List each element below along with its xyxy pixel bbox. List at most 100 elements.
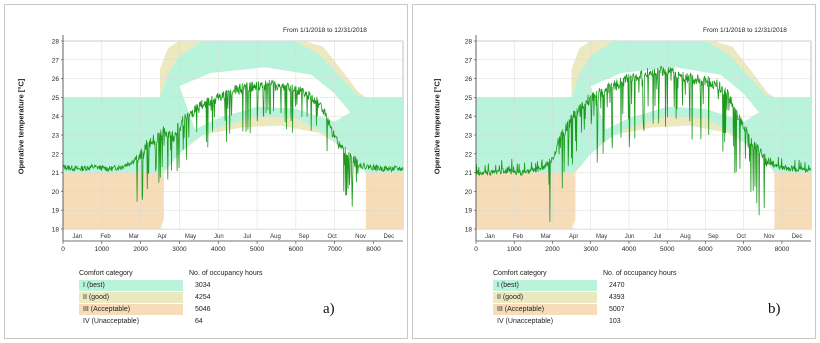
x-tick-label: 8000: [775, 246, 790, 253]
y-tick-label: 24: [52, 114, 60, 121]
month-tick-label: Jan: [72, 234, 82, 240]
y-tick-label: 24: [465, 114, 473, 121]
chart-panel-a: From 1/1/2018 to 12/31/2018 Operative te…: [4, 4, 408, 339]
legend-category: III (Acceptable): [493, 303, 597, 315]
y-tick-label: 28: [52, 39, 60, 46]
legend-category: II (good): [493, 291, 597, 303]
legend-header-hours: No. of occupancy hours: [603, 269, 677, 277]
y-tick-label: 28: [465, 39, 473, 46]
x-tick-label: 7000: [736, 246, 751, 253]
month-tick-label: Nov: [355, 234, 366, 240]
x-tick-label: 5000: [250, 246, 265, 253]
y-tick-label: 26: [52, 76, 60, 83]
legend-hours: 3034: [195, 281, 211, 289]
legend-category: I (best): [493, 279, 597, 291]
y-tick-label: 20: [465, 189, 473, 196]
legend-hours: 4393: [609, 293, 625, 301]
month-tick-label: Jul: [654, 234, 662, 240]
comfort-band-summer-core: [179, 67, 351, 130]
y-tick-label: 27: [465, 57, 473, 64]
panel-label-b: b): [768, 301, 781, 317]
month-tick-label: Nov: [764, 234, 775, 240]
month-tick-label: Apr: [569, 234, 578, 240]
comfort-band-unoccupied: [575, 125, 775, 229]
x-tick-label: 3000: [172, 246, 187, 253]
x-tick-label: 4000: [211, 246, 226, 253]
month-tick-label: Oct: [737, 234, 747, 240]
legend-header-category: Comfort category: [79, 269, 133, 277]
x-tick-label: 1000: [95, 246, 110, 253]
legend-hours: 5007: [609, 305, 625, 313]
legend-category: II (good): [79, 291, 183, 303]
legend-row-good: II (good) 4393: [493, 291, 743, 303]
month-tick-label: Feb: [100, 234, 111, 240]
legend-row-acceptable: III (Acceptable) 5007: [493, 303, 743, 315]
x-tick-label: 7000: [327, 246, 342, 253]
legend-row-best: I (best) 2470: [493, 279, 743, 291]
x-tick-label: 8000: [366, 246, 381, 253]
y-tick-label: 21: [465, 170, 473, 177]
y-tick-label: 20: [52, 189, 60, 196]
legend-row-best: I (best) 3034: [79, 279, 329, 291]
month-tick-label: Mar: [541, 234, 551, 240]
panel-label-a: a): [323, 301, 335, 317]
chart-panel-b: From 1/1/2018 to 12/31/2018 Operative te…: [412, 4, 816, 339]
legend-header: Comfort category No. of occupancy hours: [493, 267, 743, 279]
legend-header: Comfort category No. of occupancy hours: [79, 267, 329, 279]
legend-row-good: II (good) 4254: [79, 291, 329, 303]
month-tick-label: Dec: [792, 234, 803, 240]
temperature-series-line: [62, 79, 404, 207]
legend-category: IV (Unacceptable): [79, 315, 183, 327]
legend-category: I (best): [79, 279, 183, 291]
y-tick-label: 19: [465, 208, 473, 215]
y-tick-label: 26: [465, 76, 473, 83]
month-tick-label: Apr: [157, 234, 166, 240]
month-tick-label: Jan: [485, 234, 495, 240]
y-tick-label: 25: [465, 95, 473, 102]
x-tick-label: 2000: [545, 246, 560, 253]
y-tick-label: 22: [52, 151, 60, 158]
y-tick-label: 19: [52, 208, 60, 215]
month-tick-label: Aug: [680, 234, 691, 240]
month-tick-label: Jun: [625, 234, 635, 240]
date-range-label: From 1/1/2018 to 12/31/2018: [283, 27, 367, 34]
comfort-band-unoccupied: [163, 125, 366, 229]
month-tick-label: Oct: [327, 234, 337, 240]
x-tick-label: 0: [61, 246, 65, 253]
temperature-series-line: [475, 65, 812, 222]
legend-row-unacceptable: IV (Unacceptable) 103: [493, 315, 743, 327]
month-tick-label: May: [596, 234, 607, 240]
y-tick-label: 25: [52, 95, 60, 102]
y-tick-label: 18: [52, 227, 60, 234]
x-tick-label: 3000: [583, 246, 598, 253]
legend-category: III (Acceptable): [79, 303, 183, 315]
month-tick-label: Jul: [243, 234, 251, 240]
y-tick-label: 22: [465, 151, 473, 158]
comfort-legend-b: Comfort category No. of occupancy hours …: [493, 267, 743, 327]
x-tick-label: 6000: [289, 246, 304, 253]
y-tick-label: 27: [52, 57, 60, 64]
x-tick-label: 6000: [698, 246, 713, 253]
y-tick-label: 23: [465, 133, 473, 140]
comfort-band-acceptable-winter: [365, 172, 403, 229]
x-tick-label: 5000: [660, 246, 675, 253]
x-tick-label: 0: [474, 246, 478, 253]
y-tick-label: 23: [52, 133, 60, 140]
month-tick-label: Dec: [383, 234, 394, 240]
month-tick-label: Sep: [298, 234, 309, 240]
comfort-band-acceptable-winter: [476, 172, 572, 229]
legend-header-category: Comfort category: [493, 269, 547, 277]
legend-hours: 103: [609, 317, 621, 325]
x-tick-label: 1000: [507, 246, 522, 253]
legend-hours: 4254: [195, 293, 211, 301]
chart-svg-a: 18 19 20 21 22 23 24 25 26 27 28 Jan Feb Mar Apr May Jun…: [52, 35, 404, 253]
x-tick-label: 2000: [133, 246, 148, 253]
comfort-legend-a: Comfort category No. of occupancy hours …: [79, 267, 329, 327]
legend-hours: 2470: [609, 281, 625, 289]
legend-row-acceptable: III (Acceptable) 5046: [79, 303, 329, 315]
legend-hours: 64: [195, 317, 203, 325]
month-tick-label: Aug: [270, 234, 281, 240]
month-tick-label: Feb: [513, 234, 524, 240]
month-tick-label: Mar: [129, 234, 139, 240]
